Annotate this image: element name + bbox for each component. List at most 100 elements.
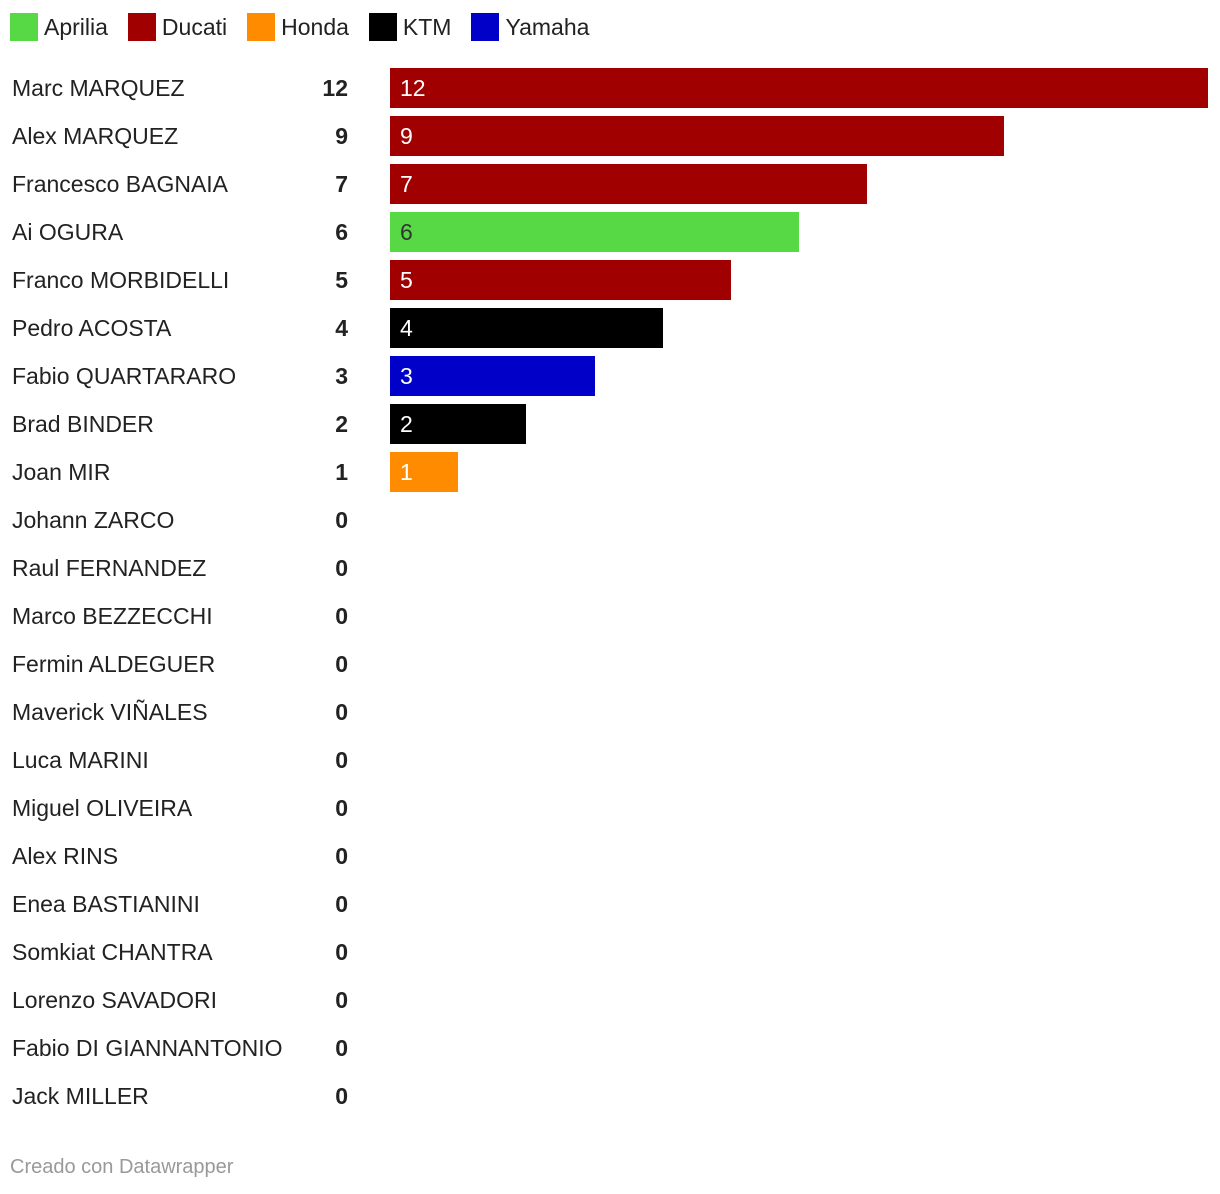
bar-row: Luca MARINI 0 bbox=[0, 736, 1220, 784]
bar-row: Marco BEZZECCHI 0 bbox=[0, 592, 1220, 640]
bar-value-label: 2 bbox=[400, 411, 413, 437]
legend-label: KTM bbox=[402, 13, 452, 40]
rider-name: Raul FERNANDEZ bbox=[12, 555, 207, 581]
bar-row: Maverick VIÑALES 0 bbox=[0, 688, 1220, 736]
bar-row: Joan MIR 1 1 bbox=[0, 448, 1220, 496]
bar-row: Enea BASTIANINI 0 bbox=[0, 880, 1220, 928]
bar-row: Lorenzo SAVADORI 0 bbox=[0, 976, 1220, 1024]
rider-name: Brad BINDER bbox=[12, 411, 154, 437]
bar-value-label: 1 bbox=[400, 459, 413, 485]
rider-name: Marc MARQUEZ bbox=[12, 75, 185, 101]
rider-name: Ai OGURA bbox=[12, 219, 124, 245]
legend-swatch bbox=[247, 13, 276, 41]
rider-value: 1 bbox=[335, 459, 348, 485]
bar-row: Pedro ACOSTA 4 4 bbox=[0, 304, 1220, 352]
bar: 5 bbox=[390, 260, 731, 300]
rider-name: Fermin ALDEGUER bbox=[12, 651, 216, 677]
bar-row: Fermin ALDEGUER 0 bbox=[0, 640, 1220, 688]
rider-name: Luca MARINI bbox=[12, 747, 149, 773]
bar-row: Ai OGURA 6 6 bbox=[0, 208, 1220, 256]
bar: 1 bbox=[390, 452, 459, 492]
bar-row: Somkiat CHANTRA 0 bbox=[0, 928, 1220, 976]
bar-value-label: 12 bbox=[400, 75, 426, 101]
bar-row: Alex MARQUEZ 9 9 bbox=[0, 112, 1220, 160]
bar-row: Raul FERNANDEZ 0 bbox=[0, 544, 1220, 592]
bar-row: Alex RINS 0 bbox=[0, 832, 1220, 880]
credit-footer: Creado con Datawrapper bbox=[10, 1156, 234, 1178]
bar: 7 bbox=[390, 164, 868, 204]
rider-name: Francesco BAGNAIA bbox=[12, 171, 229, 197]
bar-row: Francesco BAGNAIA 7 7 bbox=[0, 160, 1220, 208]
bar-value-label: 5 bbox=[400, 267, 413, 293]
rider-value: 0 bbox=[335, 507, 348, 533]
bar: 12 bbox=[390, 68, 1208, 108]
rider-value: 0 bbox=[335, 651, 348, 677]
bar-value-label: 9 bbox=[400, 123, 413, 149]
bar-row: Franco MORBIDELLI 5 5 bbox=[0, 256, 1220, 304]
rider-value: 0 bbox=[335, 891, 348, 917]
rider-value: 6 bbox=[335, 219, 348, 245]
rider-name: Johann ZARCO bbox=[12, 507, 175, 533]
rider-name: Pedro ACOSTA bbox=[12, 315, 172, 341]
legend-swatch bbox=[471, 13, 500, 41]
legend-label: Yamaha bbox=[505, 13, 590, 40]
rider-value: 0 bbox=[335, 987, 348, 1013]
legend-item-ktm: KTM bbox=[368, 13, 452, 41]
rider-name: Fabio QUARTARARO bbox=[12, 363, 237, 389]
bar-row: Brad BINDER 2 2 bbox=[0, 400, 1220, 448]
legend-swatch bbox=[10, 13, 38, 41]
legend-item-ducati: Ducati bbox=[127, 13, 228, 41]
rider-value: 0 bbox=[335, 555, 348, 581]
bar-value-label: 6 bbox=[400, 219, 413, 245]
rider-name: Jack MILLER bbox=[12, 1083, 149, 1109]
bar-row: Marc MARQUEZ 12 12 bbox=[0, 64, 1220, 112]
legend-label: Ducati bbox=[161, 13, 228, 40]
rider-name: Alex MARQUEZ bbox=[12, 123, 179, 149]
rider-name: Lorenzo SAVADORI bbox=[12, 987, 217, 1013]
rider-value: 9 bbox=[335, 123, 348, 149]
legend-label: Honda bbox=[281, 13, 349, 40]
legend-item-aprilia: Aprilia bbox=[10, 13, 108, 41]
rider-value: 0 bbox=[335, 747, 348, 773]
bar-row: Jack MILLER 0 bbox=[0, 1072, 1220, 1120]
rider-name: Maverick VIÑALES bbox=[12, 699, 208, 725]
rider-value: 5 bbox=[335, 267, 348, 293]
rider-value: 4 bbox=[335, 315, 348, 341]
rider-value: 0 bbox=[335, 843, 348, 869]
rider-name: Fabio DI GIANNANTONIO bbox=[12, 1035, 283, 1061]
rider-name: Somkiat CHANTRA bbox=[12, 939, 213, 965]
rider-value: 0 bbox=[335, 1083, 348, 1109]
bar: 4 bbox=[390, 308, 663, 348]
rider-value: 0 bbox=[335, 795, 348, 821]
rider-name: Joan MIR bbox=[12, 459, 111, 485]
legend-label: Aprilia bbox=[44, 13, 108, 40]
rider-value: 0 bbox=[335, 603, 348, 629]
rider-value: 0 bbox=[335, 939, 348, 965]
rider-value: 3 bbox=[335, 363, 348, 389]
legend-swatch bbox=[127, 13, 156, 41]
legend-item-honda: Honda bbox=[247, 13, 349, 41]
bar-row: Johann ZARCO 0 bbox=[0, 496, 1220, 544]
bar: 9 bbox=[390, 116, 1004, 156]
rider-value: 7 bbox=[335, 171, 348, 197]
rider-value: 0 bbox=[335, 699, 348, 725]
rider-name: Enea BASTIANINI bbox=[12, 891, 200, 917]
bar-value-label: 3 bbox=[400, 363, 413, 389]
rider-value: 0 bbox=[335, 1035, 348, 1061]
rider-name: Miguel OLIVEIRA bbox=[12, 795, 193, 821]
rider-name: Marco BEZZECCHI bbox=[12, 603, 213, 629]
rider-value: 12 bbox=[322, 75, 348, 101]
rider-value: 2 bbox=[335, 411, 348, 437]
legend-swatch bbox=[368, 13, 397, 41]
bar-value-label: 4 bbox=[400, 315, 413, 341]
bar-row: Miguel OLIVEIRA 0 bbox=[0, 784, 1220, 832]
bar-row: Fabio DI GIANNANTONIO 0 bbox=[0, 1024, 1220, 1072]
bar: 6 bbox=[390, 212, 799, 252]
rider-name: Alex RINS bbox=[12, 843, 119, 869]
bar: 2 bbox=[390, 404, 527, 444]
rider-name: Franco MORBIDELLI bbox=[12, 267, 230, 293]
legend-item-yamaha: Yamaha bbox=[471, 13, 589, 41]
bar: 3 bbox=[390, 356, 595, 396]
bar-row: Fabio QUARTARARO 3 3 bbox=[0, 352, 1220, 400]
bar-value-label: 7 bbox=[400, 171, 413, 197]
